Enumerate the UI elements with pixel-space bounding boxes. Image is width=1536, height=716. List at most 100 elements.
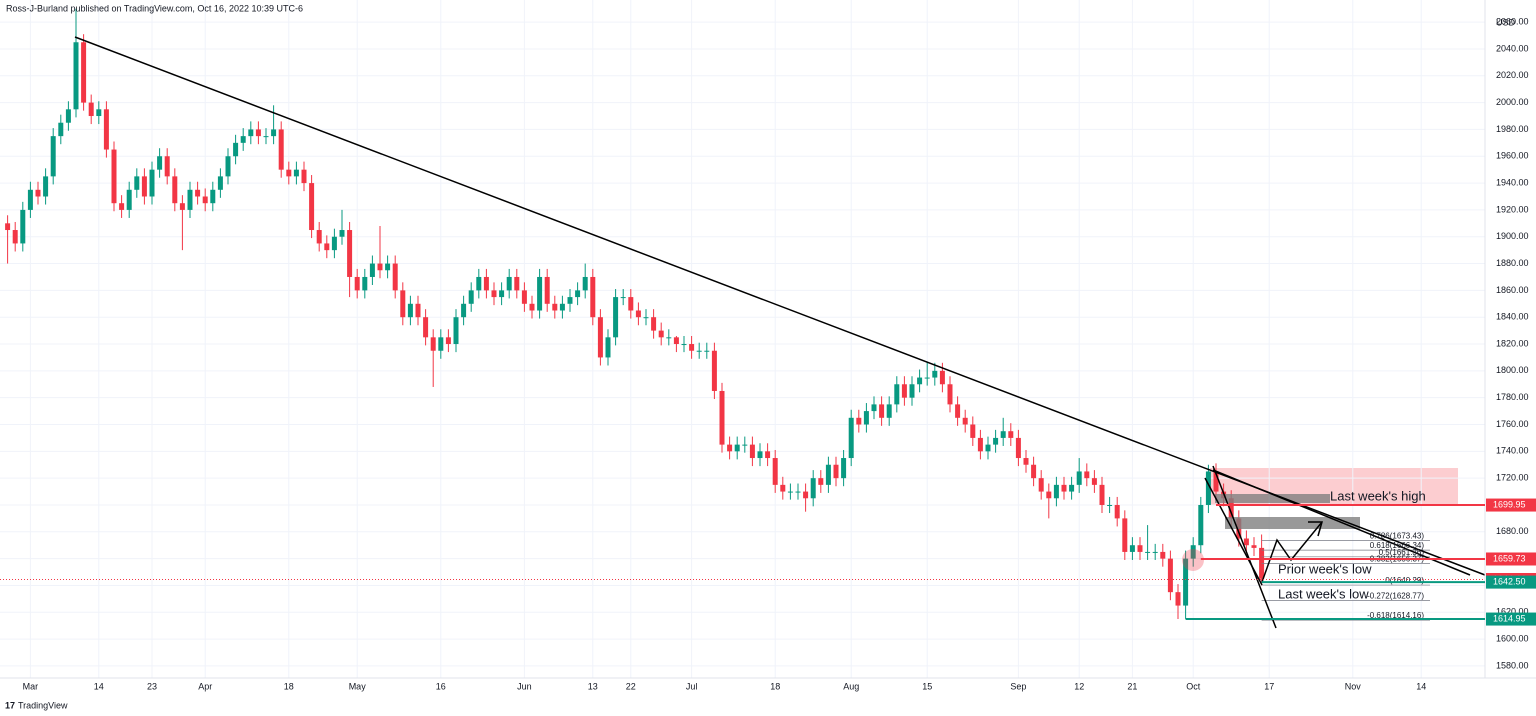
annotation: Last week's high xyxy=(1330,488,1426,503)
candle-body xyxy=(825,464,831,485)
candle-body xyxy=(803,491,809,499)
candle-body xyxy=(673,337,679,345)
price-label-box xyxy=(1486,612,1536,626)
candle-body xyxy=(301,169,307,184)
candle-body xyxy=(1228,498,1234,519)
candle-body xyxy=(369,263,375,277)
candle-body xyxy=(1175,592,1181,606)
candle-body xyxy=(331,236,337,251)
candle-body xyxy=(818,478,824,485)
trendline xyxy=(1212,465,1277,629)
candle-body xyxy=(1099,484,1105,505)
currency: USD xyxy=(1496,17,1516,27)
candle-body xyxy=(894,384,900,405)
candle-body xyxy=(955,404,961,418)
candle-body xyxy=(119,203,125,210)
arrow-head xyxy=(1308,521,1323,537)
y-tick-label: 1980.00 xyxy=(1496,124,1529,134)
candle-body xyxy=(1023,458,1029,465)
x-tick-label: 18 xyxy=(284,681,294,691)
candle-body xyxy=(141,176,147,197)
candle-body xyxy=(1198,504,1204,546)
x-tick-label: May xyxy=(349,681,367,691)
y-tick-label: 1620.00 xyxy=(1496,607,1529,617)
x-tick-label: 23 xyxy=(147,681,157,691)
candle-body xyxy=(164,156,170,177)
candle-body xyxy=(1031,464,1037,479)
gray-box xyxy=(1215,494,1330,503)
candle-body xyxy=(316,230,322,244)
candle-body xyxy=(202,196,208,204)
price-label-box xyxy=(1486,552,1536,566)
header: Ross-J-Burland published on TradingView.… xyxy=(6,3,303,13)
candle-body xyxy=(810,478,816,499)
candle-body xyxy=(445,337,451,345)
candle-body xyxy=(1008,431,1014,438)
candle-body xyxy=(96,109,102,117)
candle-body xyxy=(552,303,558,311)
candle-body xyxy=(597,317,603,358)
candle-body xyxy=(1213,471,1219,492)
candle-body xyxy=(780,484,786,492)
candle-body xyxy=(1000,431,1006,438)
candle-body xyxy=(400,290,406,318)
candle-body xyxy=(901,384,907,398)
candle-body xyxy=(271,129,277,137)
candle-body xyxy=(126,189,132,210)
price-label-box xyxy=(1486,575,1536,589)
candle-body xyxy=(233,142,239,157)
candle-body xyxy=(499,290,505,298)
candle-body xyxy=(195,189,201,197)
candle-body xyxy=(73,42,79,110)
footer: TradingView xyxy=(18,700,68,710)
x-tick-label: 14 xyxy=(94,681,104,691)
candle-body xyxy=(278,129,284,170)
candle-body xyxy=(993,437,999,445)
candle-body xyxy=(506,276,512,291)
candle-body xyxy=(1183,558,1189,606)
candle-body xyxy=(35,189,41,197)
candle-body xyxy=(1137,545,1143,552)
annotation: Last week's low xyxy=(1278,586,1369,601)
candle-body xyxy=(255,129,261,137)
x-tick-label: 18 xyxy=(770,681,780,691)
candle-body xyxy=(1015,437,1021,459)
candle-body xyxy=(711,350,717,391)
x-tick-label: Sep xyxy=(1010,681,1026,691)
price-label-box xyxy=(1486,498,1536,512)
candle-body xyxy=(848,417,854,459)
price-label: 1659.73 xyxy=(1493,553,1526,563)
y-tick-label: 2020.00 xyxy=(1496,70,1529,80)
candle-body xyxy=(103,109,109,150)
candle-body xyxy=(757,451,763,459)
candle-body xyxy=(582,276,588,291)
x-tick-label: Oct xyxy=(1186,681,1201,691)
y-tick-label: 1720.00 xyxy=(1496,473,1529,483)
candle-body xyxy=(628,297,634,311)
candle-body xyxy=(347,230,353,277)
candle-body xyxy=(742,444,748,446)
x-tick-label: 13 xyxy=(588,681,598,691)
candle-body xyxy=(210,189,216,204)
candle-body xyxy=(734,444,740,452)
candle-body xyxy=(795,491,801,493)
y-tick-label: 1800.00 xyxy=(1496,365,1529,375)
y-tick-label: 1740.00 xyxy=(1496,446,1529,456)
candle-body xyxy=(362,276,368,291)
price-label: 1699.95 xyxy=(1493,499,1526,509)
candle-body xyxy=(909,384,915,398)
candle-body xyxy=(924,377,930,379)
x-tick-label: 16 xyxy=(436,681,446,691)
candle-body xyxy=(590,276,596,318)
candle-body xyxy=(772,458,778,485)
y-tick-label: 1900.00 xyxy=(1496,231,1529,241)
candle-body xyxy=(620,297,626,299)
candle-body xyxy=(544,276,550,304)
fib-label: -0.618(1614.16) xyxy=(1367,611,1424,620)
trendline xyxy=(1212,469,1471,576)
fib-label: 0(1640.29) xyxy=(1385,576,1424,585)
candle-body xyxy=(917,377,923,385)
candle-body xyxy=(81,42,87,103)
candle-body xyxy=(1046,491,1052,499)
